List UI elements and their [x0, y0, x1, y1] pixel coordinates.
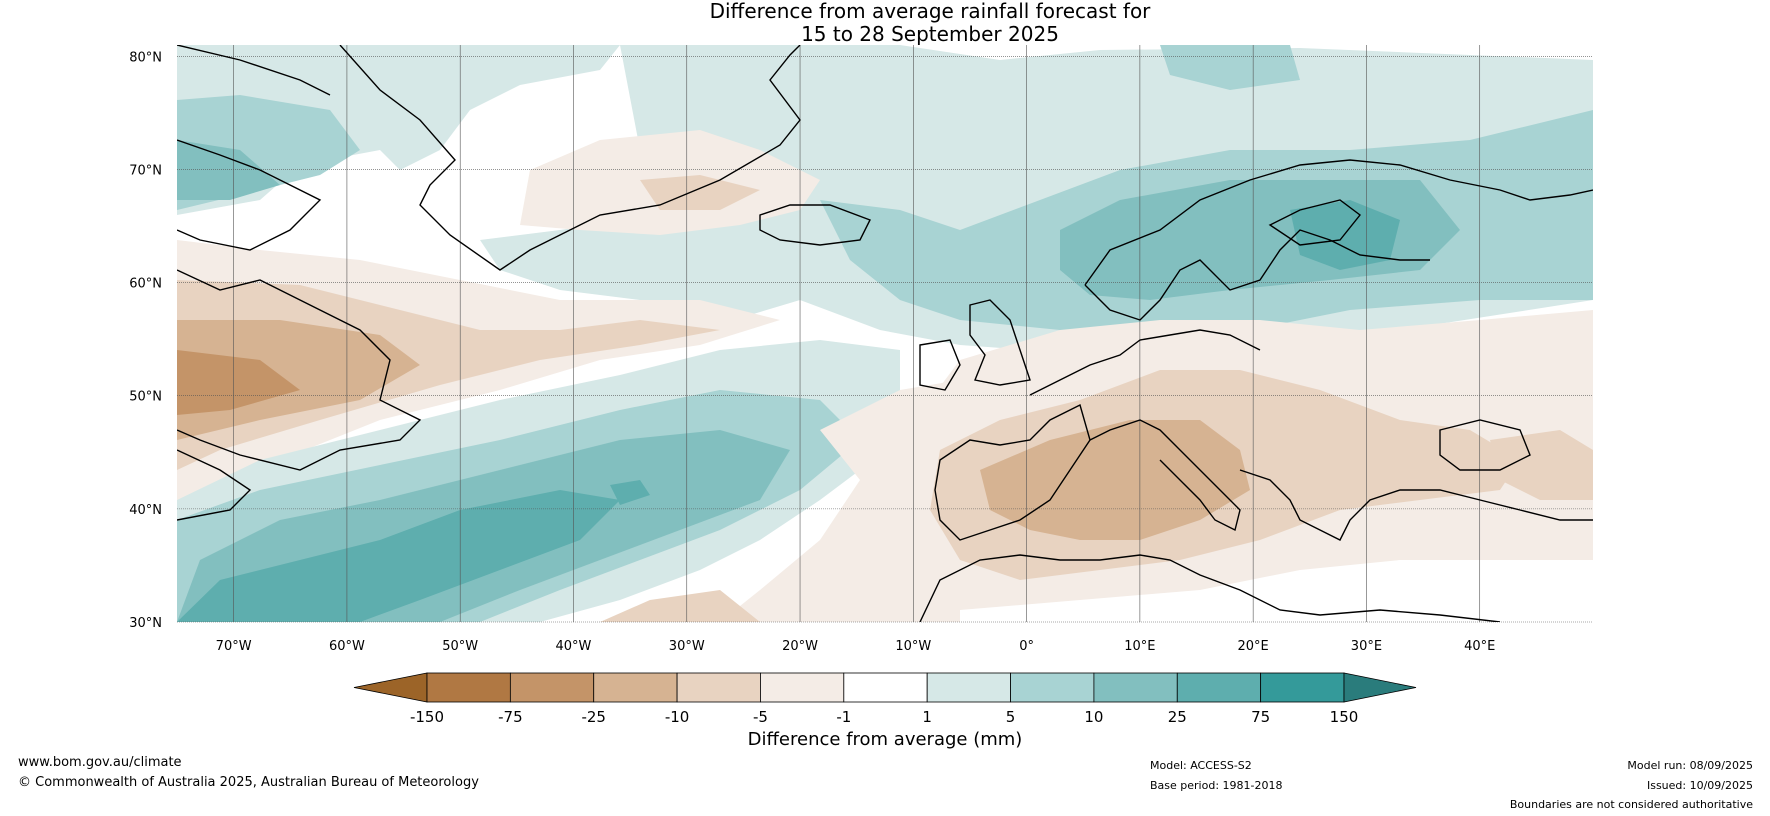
colorbar-segment	[1176, 672, 1262, 703]
colorbar-tick-label: 5	[1006, 708, 1016, 726]
colorbar-tick-label: -75	[498, 708, 523, 726]
colorbar-segment	[676, 672, 761, 703]
colorbar-label: Difference from average (mm)	[748, 729, 1023, 750]
issued-text: Issued: 10/09/2025	[1646, 779, 1753, 792]
longitude-label: 30°W	[669, 639, 705, 654]
colorbar-tick-label: -10	[665, 708, 690, 726]
latitude-label: 70°N	[129, 163, 162, 178]
longitude-label: 60°W	[329, 639, 365, 654]
labrador-coast	[177, 269, 422, 471]
title-line-1: Difference from average rainfall forecas…	[709, 0, 1151, 23]
map-title: Difference from average rainfall forecas…	[600, 0, 1260, 46]
colorbar-segment	[1093, 672, 1178, 703]
title-line-2: 15 to 28 September 2025	[801, 22, 1059, 46]
copyright-text: © Commonwealth of Australia 2025, Austra…	[18, 775, 479, 790]
colorbar-tick-label: 1	[922, 708, 932, 726]
iberia-coast	[934, 403, 1091, 541]
colorbar-segment	[1260, 672, 1345, 703]
longitude-label: 0°	[1019, 639, 1034, 654]
colorbar-tick-label: -150	[410, 708, 444, 726]
colorbar-tick-label: -5	[753, 708, 768, 726]
latitude-label: 40°N	[129, 503, 162, 518]
latitude-label: 80°N	[129, 50, 162, 65]
graticule	[177, 45, 1593, 623]
base-period-text: Base period: 1981-2018	[1150, 779, 1283, 792]
disclaimer-text: Boundaries are not considered authoritat…	[1509, 798, 1753, 811]
ireland-coast	[919, 339, 961, 391]
longitude-label: 40°E	[1464, 639, 1495, 654]
website-text: www.bom.gov.au/climate	[18, 755, 182, 770]
coastlines	[177, 45, 1593, 622]
longitude-label: 50°W	[442, 639, 478, 654]
norway-coast	[1084, 159, 1593, 286]
colorbar-segment	[426, 672, 511, 703]
italy-coast	[1089, 419, 1241, 532]
colorbar-tick-label: -25	[581, 708, 606, 726]
iceland-coast	[759, 204, 871, 246]
anomaly-shading	[177, 45, 1593, 622]
model-text: Model: ACCESS-S2	[1150, 759, 1252, 772]
colorbar-extend-high	[1343, 672, 1417, 703]
latitude-labels: 80°N 70°N 60°N 50°N 40°N 30°N	[129, 50, 162, 631]
longitude-label: 40°W	[556, 639, 592, 654]
greenland-coast	[339, 45, 801, 271]
longitude-label: 10°E	[1124, 639, 1155, 654]
longitude-label: 20°W	[782, 639, 818, 654]
colorbar-extend-low	[353, 672, 428, 703]
colorbar-segment	[926, 672, 1011, 703]
latitude-label: 50°N	[129, 390, 162, 405]
colorbar-segment	[1010, 672, 1095, 703]
colorbar-tick-label: 75	[1251, 708, 1270, 726]
longitude-label: 10°W	[895, 639, 931, 654]
longitude-label: 30°E	[1351, 639, 1382, 654]
model-run-text: Model run: 08/09/2025	[1627, 759, 1753, 772]
longitude-label: 20°E	[1238, 639, 1269, 654]
longitude-labels: 70°W 60°W 50°W 40°W 30°W 20°W 10°W 0° 10°E 20°E 30…	[216, 639, 1496, 654]
latitude-label: 30°N	[129, 616, 162, 631]
longitude-label: 70°W	[216, 639, 252, 654]
great-britain-coast	[969, 299, 1031, 386]
colorbar-tick-label: 10	[1084, 708, 1103, 726]
colorbar: -150 -75 -25 -10 -5 -1 1 5 10 25 75 150	[353, 672, 1417, 726]
colorbar-tick-label: 150	[1330, 708, 1359, 726]
colorbar-segment	[843, 672, 928, 703]
colorbar-segment	[760, 672, 845, 703]
latitude-label: 60°N	[129, 277, 162, 292]
colorbar-segment	[509, 672, 595, 703]
north-africa-coast	[919, 554, 1501, 622]
colorbar-tick-label: 25	[1168, 708, 1187, 726]
colorbar-tick-label: -1	[836, 708, 851, 726]
colorbar-segment	[593, 672, 678, 703]
